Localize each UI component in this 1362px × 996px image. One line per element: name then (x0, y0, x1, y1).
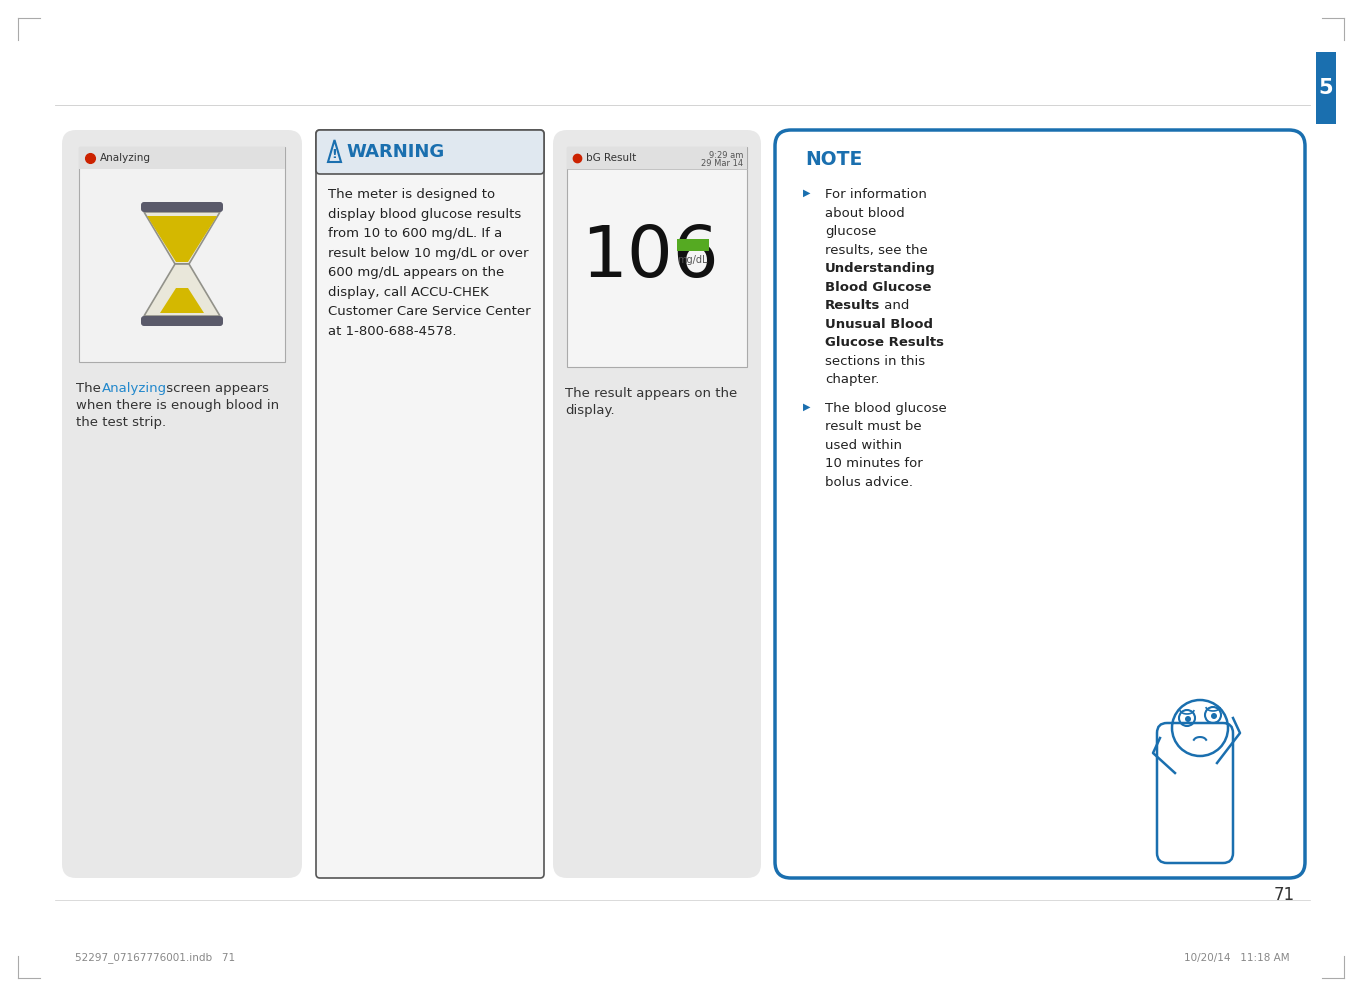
Text: sections in this: sections in this (825, 355, 925, 368)
Text: chapter.: chapter. (825, 373, 880, 386)
Text: NOTE: NOTE (805, 150, 862, 169)
Text: The blood glucose: The blood glucose (825, 401, 947, 414)
Text: ▶: ▶ (804, 188, 810, 198)
Text: display, call ACCU-CHEK: display, call ACCU-CHEK (328, 286, 489, 299)
Text: display blood glucose results: display blood glucose results (328, 207, 522, 220)
Text: used within: used within (825, 438, 902, 451)
Bar (79, 147, 285, 169)
Text: 5: 5 (1318, 78, 1333, 98)
Text: when there is enough blood in: when there is enough blood in (76, 399, 279, 412)
Text: Unusual Blood: Unusual Blood (825, 318, 933, 331)
FancyBboxPatch shape (142, 202, 223, 212)
FancyBboxPatch shape (63, 130, 302, 878)
Text: 9:29 am: 9:29 am (708, 151, 744, 160)
Text: Blood Glucose: Blood Glucose (825, 281, 932, 294)
Text: about blood: about blood (825, 206, 904, 219)
Bar (1316, 52, 1336, 124)
Polygon shape (159, 288, 204, 313)
FancyBboxPatch shape (553, 130, 761, 878)
Polygon shape (147, 216, 217, 262)
Polygon shape (144, 212, 221, 264)
Text: !: ! (331, 147, 338, 160)
Text: glucose: glucose (825, 225, 876, 238)
Text: 71: 71 (1273, 886, 1295, 904)
Text: mg/dL: mg/dL (677, 255, 707, 265)
Text: For information: For information (825, 188, 928, 201)
Text: Analyzing: Analyzing (102, 382, 168, 395)
Text: 52297_07167776001.indb   71: 52297_07167776001.indb 71 (75, 952, 236, 963)
FancyBboxPatch shape (142, 316, 223, 326)
Text: ▶: ▶ (804, 401, 810, 411)
Text: Glucose Results: Glucose Results (825, 336, 944, 349)
Text: results, see the: results, see the (825, 243, 928, 257)
Bar (567, 147, 746, 169)
Text: 29 Mar 14: 29 Mar 14 (701, 159, 744, 168)
Text: from 10 to 600 mg/dL. If a: from 10 to 600 mg/dL. If a (328, 227, 503, 240)
Text: and: and (880, 299, 910, 312)
Text: result must be: result must be (825, 420, 922, 433)
Circle shape (1185, 716, 1190, 722)
Circle shape (1211, 713, 1218, 719)
Bar (79, 147, 285, 362)
Text: the test strip.: the test strip. (76, 416, 166, 429)
Text: 106: 106 (582, 222, 719, 292)
Text: 10/20/14   11:18 AM: 10/20/14 11:18 AM (1185, 953, 1290, 963)
Text: screen appears: screen appears (162, 382, 268, 395)
Text: at 1-800-688-4578.: at 1-800-688-4578. (328, 325, 456, 338)
FancyBboxPatch shape (316, 130, 543, 878)
Text: bG Result: bG Result (586, 153, 636, 163)
Text: 600 mg/dL appears on the: 600 mg/dL appears on the (328, 266, 504, 279)
Text: The result appears on the: The result appears on the (565, 387, 737, 400)
Text: 10 minutes for: 10 minutes for (825, 457, 922, 470)
Text: Results: Results (825, 299, 880, 312)
Text: Analyzing: Analyzing (99, 153, 151, 163)
FancyBboxPatch shape (316, 130, 543, 174)
Text: The meter is designed to: The meter is designed to (328, 188, 496, 201)
Text: bolus advice.: bolus advice. (825, 475, 913, 488)
FancyBboxPatch shape (775, 130, 1305, 878)
Bar (567, 147, 746, 367)
Text: result below 10 mg/dL or over: result below 10 mg/dL or over (328, 246, 528, 260)
Text: WARNING: WARNING (346, 143, 444, 161)
Text: display.: display. (565, 404, 614, 417)
Bar (677, 239, 710, 251)
Polygon shape (144, 264, 221, 316)
Text: Understanding: Understanding (825, 262, 936, 275)
Text: Customer Care Service Center: Customer Care Service Center (328, 305, 531, 318)
Text: The: The (76, 382, 105, 395)
